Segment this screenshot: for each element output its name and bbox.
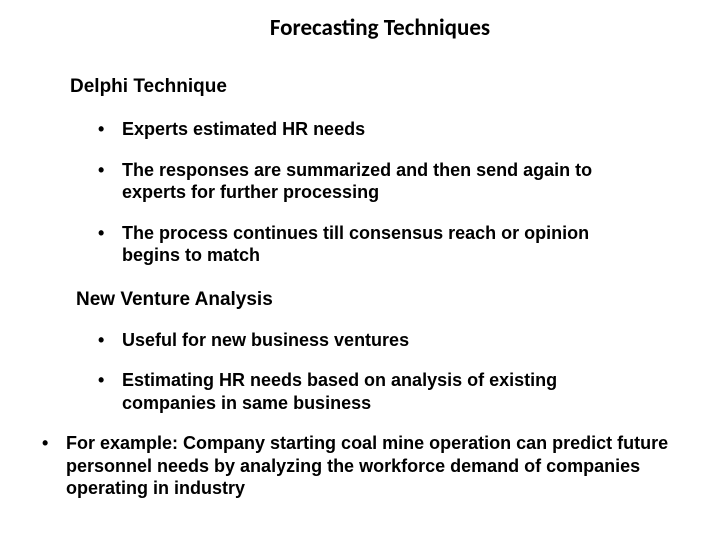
list-item: The process continues till consensus rea… — [98, 222, 650, 267]
list-item: Estimating HR needs based on analysis of… — [98, 369, 650, 414]
bullet-list-delphi: Experts estimated HR needs The responses… — [98, 118, 650, 267]
slide-title: Forecasting Techniques — [60, 14, 700, 42]
list-item: Experts estimated HR needs — [98, 118, 650, 141]
bullet-list-example: For example: Company starting coal mine … — [42, 432, 670, 500]
list-item: For example: Company starting coal mine … — [42, 432, 670, 500]
section-heading-new-venture: New Venture Analysis — [76, 289, 700, 311]
section-heading-delphi: Delphi Technique — [70, 76, 700, 98]
bullet-list-new-venture: Useful for new business ventures Estimat… — [98, 329, 650, 415]
slide-container: Forecasting Techniques Delphi Technique … — [0, 0, 720, 540]
list-item: Useful for new business ventures — [98, 329, 650, 352]
list-item: The responses are summarized and then se… — [98, 159, 650, 204]
